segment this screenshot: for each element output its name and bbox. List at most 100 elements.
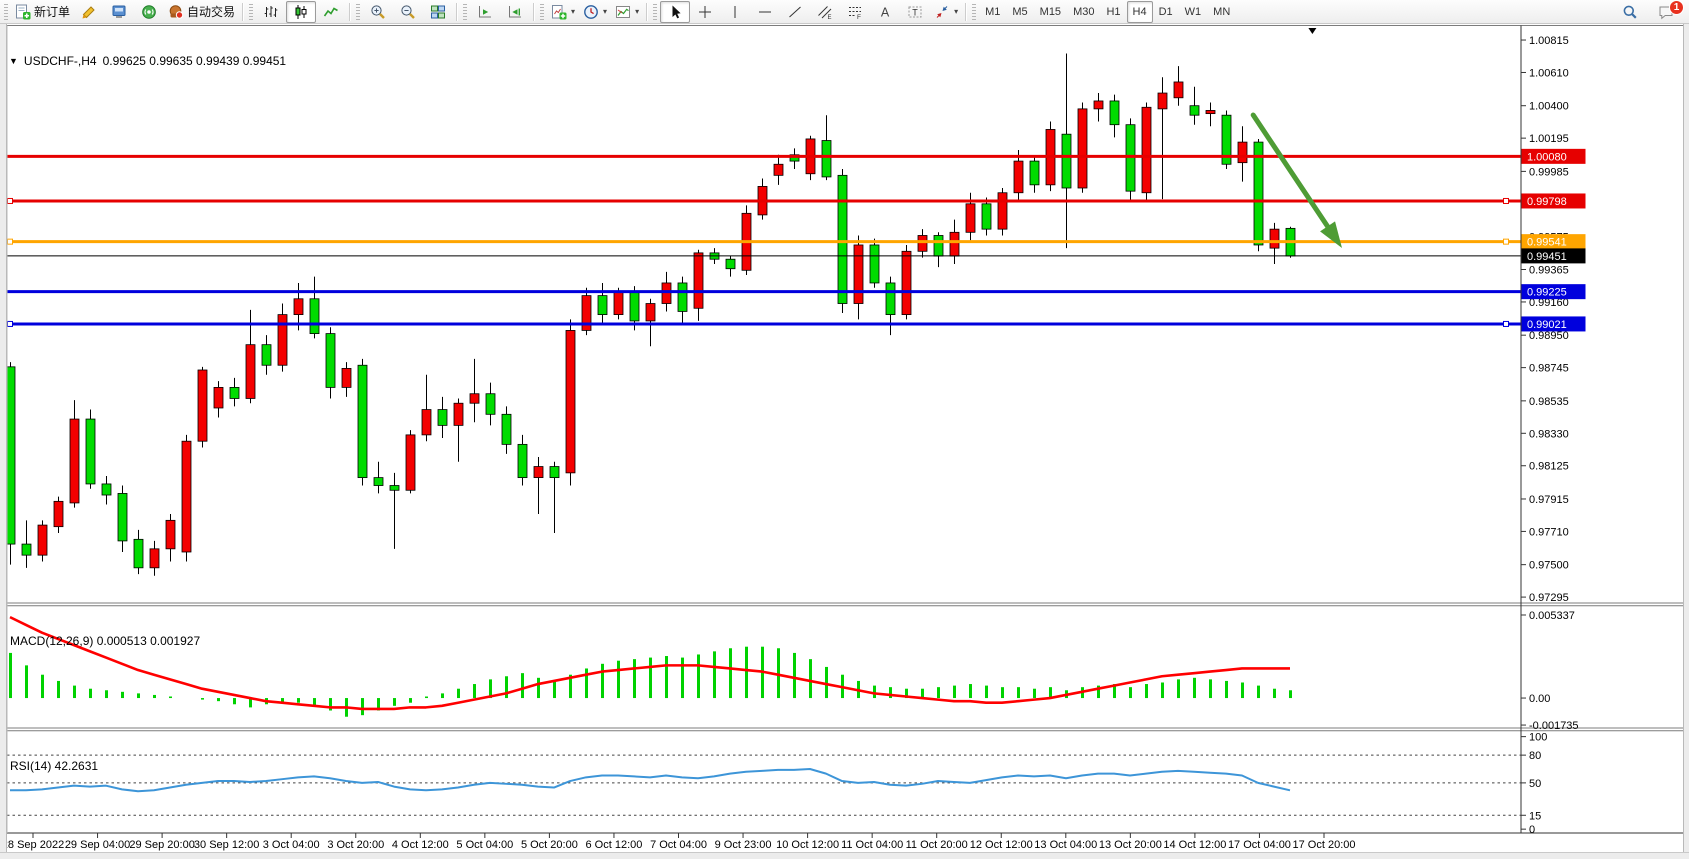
price-badge-1.00080: 1.00080 bbox=[1521, 148, 1586, 164]
line-chart-icon bbox=[323, 4, 339, 20]
svg-text:13 Oct 04:00: 13 Oct 04:00 bbox=[1034, 839, 1097, 851]
new-order-button[interactable]: 新订单 bbox=[11, 1, 74, 23]
chart-shift-button[interactable] bbox=[500, 1, 530, 23]
svg-text:0.99541: 0.99541 bbox=[1527, 237, 1567, 249]
svg-text:100: 100 bbox=[1529, 732, 1547, 744]
horizontal-line-button[interactable] bbox=[750, 1, 780, 23]
hline-icon bbox=[757, 4, 773, 20]
yellow-tool-icon bbox=[81, 4, 97, 20]
hline-handle[interactable] bbox=[7, 197, 13, 204]
text-button[interactable]: A bbox=[870, 1, 900, 23]
svg-text:50: 50 bbox=[1529, 778, 1541, 790]
metaeditor-button[interactable] bbox=[104, 1, 134, 23]
chart-canvas[interactable]: 1.00815 1.00610 1.00400 1.00195 0.99985 0.997… bbox=[0, 24, 1689, 858]
hline-handle[interactable] bbox=[7, 320, 13, 327]
svg-text:14 Oct 12:00: 14 Oct 12:00 bbox=[1163, 839, 1226, 851]
timeframe-h4-button[interactable]: H4 bbox=[1126, 0, 1153, 23]
line-chart-button[interactable] bbox=[316, 1, 346, 23]
svg-text:30 Sep 12:00: 30 Sep 12:00 bbox=[194, 839, 259, 851]
svg-text:0.97500: 0.97500 bbox=[1529, 560, 1569, 572]
hline-0.99541[interactable] bbox=[7, 238, 1521, 245]
svg-text:9 Oct 23:00: 9 Oct 23:00 bbox=[715, 839, 772, 851]
toolbar-separator bbox=[965, 2, 968, 21]
svg-text:4 Oct 12:00: 4 Oct 12:00 bbox=[392, 839, 449, 851]
svg-text:1.00400: 1.00400 bbox=[1529, 101, 1569, 113]
auto-trading-button-label: 自动交易 bbox=[187, 5, 236, 19]
notifications-button[interactable]: 1 bbox=[1651, 0, 1684, 23]
svg-text:0.99021: 0.99021 bbox=[1527, 319, 1567, 331]
fibonacci-button[interactable]: F bbox=[840, 1, 870, 23]
vertical-line-button[interactable] bbox=[720, 1, 750, 23]
toolbar-grip bbox=[356, 3, 361, 20]
equidistant-channel-button[interactable]: E bbox=[810, 1, 840, 23]
timeframe-m15-button[interactable]: M15 bbox=[1039, 5, 1062, 18]
tile-windows-button[interactable] bbox=[423, 1, 453, 23]
hline-handle[interactable] bbox=[1503, 238, 1509, 245]
time-axis[interactable]: 28 Sep 2022 29 Sep 04:00 29 Sep 20:00 30 Se… bbox=[2, 833, 1356, 851]
indicators-button[interactable]: ▾ bbox=[547, 1, 579, 23]
hline-handle[interactable] bbox=[1503, 320, 1509, 327]
timeframe-m1-button[interactable]: M1 bbox=[985, 5, 1001, 18]
svg-text:0.99160: 0.99160 bbox=[1529, 297, 1569, 309]
price-badge-0.99021: 0.99021 bbox=[1521, 316, 1586, 332]
cursor-button[interactable] bbox=[660, 0, 691, 23]
templates-button[interactable]: ▾ bbox=[611, 1, 643, 23]
periods-button[interactable]: ▾ bbox=[579, 1, 611, 23]
timeframe-d1-button[interactable]: D1 bbox=[1158, 5, 1173, 18]
price-badge-0.99541: 0.99541 bbox=[1521, 234, 1586, 250]
toolbar-grip bbox=[972, 3, 977, 20]
zoom-in-button[interactable] bbox=[363, 1, 393, 23]
chevron-down-icon[interactable]: ▾ bbox=[635, 7, 640, 16]
candlestick-chart-button[interactable] bbox=[286, 0, 317, 23]
bar-chart-button[interactable] bbox=[256, 1, 286, 23]
auto-scroll-icon bbox=[477, 4, 493, 20]
timeframe-w1-button[interactable]: W1 bbox=[1184, 5, 1202, 18]
arrows-button[interactable]: ▾ bbox=[930, 1, 962, 23]
chart-window: 1.00815 1.00610 1.00400 1.00195 0.99985 0.997… bbox=[0, 24, 1689, 858]
crosshair-button[interactable] bbox=[690, 1, 720, 23]
timeframe-h1-button[interactable]: H1 bbox=[1106, 5, 1121, 18]
svg-text:3 Oct 20:00: 3 Oct 20:00 bbox=[327, 839, 384, 851]
svg-text:0.97295: 0.97295 bbox=[1529, 592, 1569, 604]
auto-trading-button[interactable]: 自动交易 bbox=[164, 1, 239, 23]
svg-text:0.99985: 0.99985 bbox=[1529, 166, 1569, 178]
svg-text:5 Oct 20:00: 5 Oct 20:00 bbox=[521, 839, 578, 851]
search-button[interactable] bbox=[1615, 1, 1645, 23]
chart-collapse-icon[interactable]: ▼ bbox=[9, 56, 18, 66]
chart-tool-button[interactable] bbox=[74, 1, 104, 23]
new-order-button-label: 新订单 bbox=[34, 5, 71, 19]
toolbar-grip bbox=[249, 3, 254, 20]
svg-text:E: E bbox=[828, 15, 832, 20]
zoom-out-button[interactable] bbox=[393, 1, 423, 23]
chevron-down-icon[interactable]: ▾ bbox=[603, 7, 608, 16]
trendline-button[interactable] bbox=[780, 1, 810, 23]
rsi-line bbox=[10, 768, 1291, 793]
chevron-down-icon[interactable]: ▾ bbox=[571, 7, 576, 16]
timeframe-mn-button[interactable]: MN bbox=[1213, 5, 1231, 18]
hline-handle[interactable] bbox=[1503, 197, 1509, 204]
timeframe-m5-button[interactable]: M5 bbox=[1012, 5, 1028, 18]
signals-button[interactable] bbox=[134, 1, 164, 23]
svg-text:0.99365: 0.99365 bbox=[1529, 265, 1569, 277]
chart-shift-marker-icon[interactable] bbox=[1308, 28, 1317, 34]
svg-text:0.99798: 0.99798 bbox=[1527, 196, 1567, 208]
channel-icon: E bbox=[817, 4, 833, 20]
search-icon bbox=[1622, 4, 1638, 20]
svg-text:-0.001735: -0.001735 bbox=[1529, 720, 1579, 732]
svg-text:28 Sep 2022: 28 Sep 2022 bbox=[2, 839, 64, 851]
hline-handle[interactable] bbox=[7, 238, 13, 245]
trendline-icon bbox=[787, 4, 803, 20]
zoom-in-icon bbox=[370, 4, 386, 20]
toolbar-grip bbox=[463, 3, 468, 20]
auto-scroll-button[interactable] bbox=[470, 1, 500, 23]
svg-text:29 Sep 04:00: 29 Sep 04:00 bbox=[65, 839, 130, 851]
fibonacci-icon: F bbox=[847, 4, 863, 20]
svg-text:0.99225: 0.99225 bbox=[1527, 287, 1567, 299]
trend-arrow[interactable] bbox=[1250, 112, 1342, 248]
svg-text:80: 80 bbox=[1529, 750, 1541, 762]
label-button[interactable]: T bbox=[900, 1, 930, 23]
window-right-border bbox=[1683, 24, 1689, 858]
timeframe-m30-button[interactable]: M30 bbox=[1073, 5, 1095, 18]
hline-0.99798[interactable] bbox=[7, 197, 1521, 204]
chevron-down-icon[interactable]: ▾ bbox=[954, 7, 959, 16]
